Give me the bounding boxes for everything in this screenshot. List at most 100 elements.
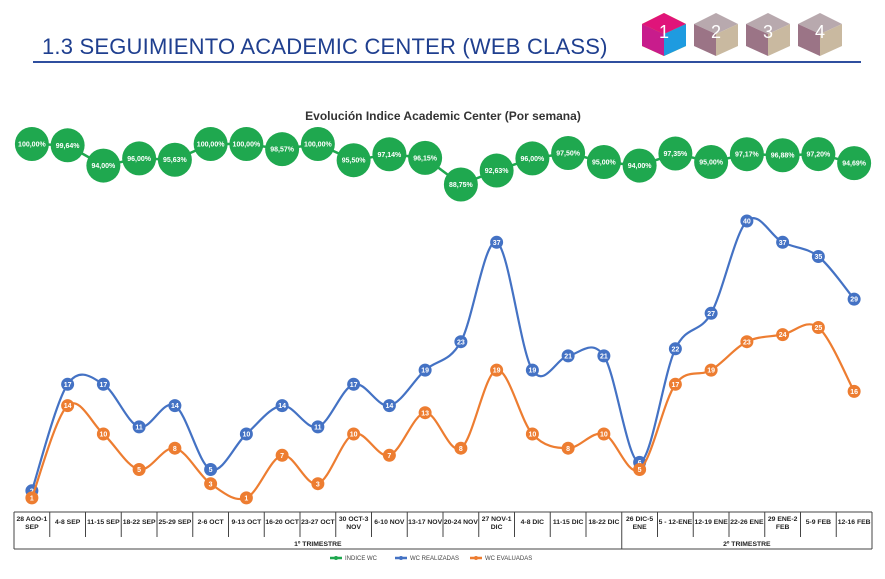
- data-label-wc-realizadas: 10: [242, 432, 250, 439]
- data-point-wc-evaluadas: [668, 377, 682, 391]
- data-label-indice-wc: 97,14%: [378, 152, 403, 159]
- x-tick-label: 11-15 SEP: [87, 519, 120, 526]
- series-line-wc-evaluadas: [30, 323, 856, 501]
- data-label-wc-evaluadas: 19: [493, 368, 501, 375]
- data-label-indice-wc: 88,75%: [449, 182, 474, 189]
- data-point-indice-wc: [515, 141, 550, 176]
- data-point-indice-wc: [265, 132, 300, 167]
- data-label-indice-wc: 100,00%: [233, 142, 261, 149]
- data-label-wc-realizadas: 23: [457, 339, 465, 346]
- data-point-indice-wc: [336, 143, 371, 178]
- data-label-wc-realizadas: 40: [743, 219, 751, 226]
- data-point-indice-wc: [122, 141, 157, 176]
- data-label-indice-wc: 95,63%: [163, 157, 188, 164]
- data-point-indice-wc: [300, 127, 335, 161]
- data-point-wc-evaluadas: [704, 363, 718, 377]
- data-label-wc-realizadas: 27: [707, 311, 715, 318]
- data-point-indice-wc: [729, 137, 764, 172]
- x-tick-label: 16-20 OCT: [265, 519, 299, 526]
- legend-marker-wc-realizadas: [399, 556, 403, 560]
- data-point-wc-evaluadas: [597, 427, 611, 441]
- data-label-wc-realizadas: 37: [779, 240, 787, 247]
- x-group-label: 2º TRIMESTRE: [723, 541, 771, 548]
- data-point-wc-realizadas: [96, 377, 110, 391]
- data-point-wc-realizadas: [275, 399, 289, 413]
- data-point-wc-evaluadas: [418, 406, 432, 420]
- data-label-wc-evaluadas: 3: [316, 481, 320, 488]
- data-label-wc-realizadas: 35: [814, 254, 822, 261]
- data-label-indice-wc: 92,63%: [485, 168, 510, 175]
- data-point-indice-wc: [765, 138, 800, 173]
- data-label-wc-evaluadas: 10: [528, 432, 536, 439]
- legend-label-wc-realizadas: WC REALIZADAS: [410, 556, 459, 562]
- data-point-wc-realizadas: [454, 335, 468, 349]
- data-label-wc-evaluadas: 8: [173, 446, 177, 453]
- cube-icon: [694, 13, 738, 56]
- x-tick-label: 30 OCT-3 NOV: [339, 516, 369, 531]
- data-label-wc-realizadas: 21: [564, 354, 572, 361]
- data-label-wc-evaluadas: 7: [280, 453, 284, 460]
- x-tick-label: 12-19 ENE: [695, 519, 729, 526]
- x-tick-label: 5-9 FEB: [806, 519, 831, 526]
- data-point-indice-wc: [372, 137, 407, 172]
- nav-cube-4[interactable]: 4: [796, 12, 844, 57]
- data-point-wc-realizadas: [347, 377, 361, 391]
- x-tick-label: 27 NOV-1 DIC: [482, 516, 512, 531]
- data-label-wc-realizadas: 5: [209, 467, 213, 474]
- data-label-wc-realizadas: 11: [314, 425, 322, 432]
- cube-icon: [642, 13, 686, 56]
- data-label-wc-evaluadas: 13: [421, 410, 429, 417]
- nav-cube-3[interactable]: 3: [744, 12, 792, 57]
- cube-icon: [798, 13, 842, 56]
- data-label-indice-wc: 96,00%: [127, 156, 152, 163]
- data-point-indice-wc: [157, 142, 192, 177]
- data-label-indice-wc: 100,00%: [18, 142, 46, 149]
- data-point-wc-realizadas: [811, 250, 825, 263]
- data-label-indice-wc: 94,00%: [92, 163, 117, 170]
- data-point-wc-realizadas: [61, 377, 75, 391]
- nav-cube-1[interactable]: 1: [640, 12, 688, 57]
- x-tick-label: 18-22 SEP: [123, 519, 156, 526]
- data-point-wc-evaluadas: [311, 477, 325, 491]
- data-point-wc-realizadas: [168, 399, 182, 413]
- x-tick-label: 2-6 OCT: [198, 519, 225, 526]
- data-label-wc-realizadas: 14: [171, 403, 179, 410]
- data-point-wc-realizadas: [597, 349, 611, 363]
- data-point-indice-wc: [658, 136, 693, 171]
- data-label-wc-realizadas: 11: [135, 425, 143, 432]
- x-tick-label: 9-13 OCT: [231, 519, 262, 526]
- data-label-wc-evaluadas: 10: [350, 432, 358, 439]
- data-point-wc-realizadas: [418, 363, 432, 377]
- x-tick-label: 26 DIC-5 ENE: [626, 516, 653, 531]
- data-label-indice-wc: 100,00%: [197, 142, 225, 149]
- data-label-wc-evaluadas: 5: [137, 467, 141, 474]
- cube-icon: [746, 13, 790, 56]
- x-tick-label: 20-24 NOV: [444, 519, 478, 526]
- data-label-indice-wc: 97,50%: [556, 151, 581, 158]
- data-label-indice-wc: 96,00%: [521, 156, 546, 163]
- x-tick-label: 22-26 ENE: [730, 519, 764, 526]
- data-point-indice-wc: [479, 153, 514, 188]
- x-tick-label: 6-10 NOV: [374, 519, 405, 526]
- data-label-wc-evaluadas: 17: [671, 382, 679, 389]
- data-label-indice-wc: 97,17%: [735, 152, 760, 159]
- data-label-indice-wc: 94,69%: [842, 161, 867, 168]
- data-label-indice-wc: 99,64%: [56, 143, 81, 150]
- data-label-indice-wc: 97,35%: [664, 151, 689, 158]
- data-label-wc-evaluadas: 24: [779, 332, 787, 339]
- x-tick-label: 28 AGO-1 SEP: [17, 516, 48, 531]
- data-point-wc-realizadas: [847, 292, 861, 306]
- data-label-indice-wc: 98,57%: [270, 147, 295, 154]
- data-point-wc-evaluadas: [490, 363, 504, 377]
- data-point-wc-evaluadas: [454, 441, 468, 455]
- x-tick-label: 18-22 DIC: [588, 519, 619, 526]
- x-tick-label: 5 - 12-ENE: [659, 519, 693, 526]
- data-label-wc-evaluadas: 16: [850, 389, 858, 396]
- nav-cube-label: 3: [762, 22, 773, 42]
- data-point-wc-realizadas: [311, 420, 325, 434]
- data-point-indice-wc: [586, 145, 621, 179]
- data-point-wc-evaluadas: [275, 448, 289, 462]
- data-label-indice-wc: 97,20%: [807, 152, 832, 159]
- nav-cube-2[interactable]: 2: [692, 12, 740, 57]
- data-point-wc-evaluadas: [633, 463, 647, 476]
